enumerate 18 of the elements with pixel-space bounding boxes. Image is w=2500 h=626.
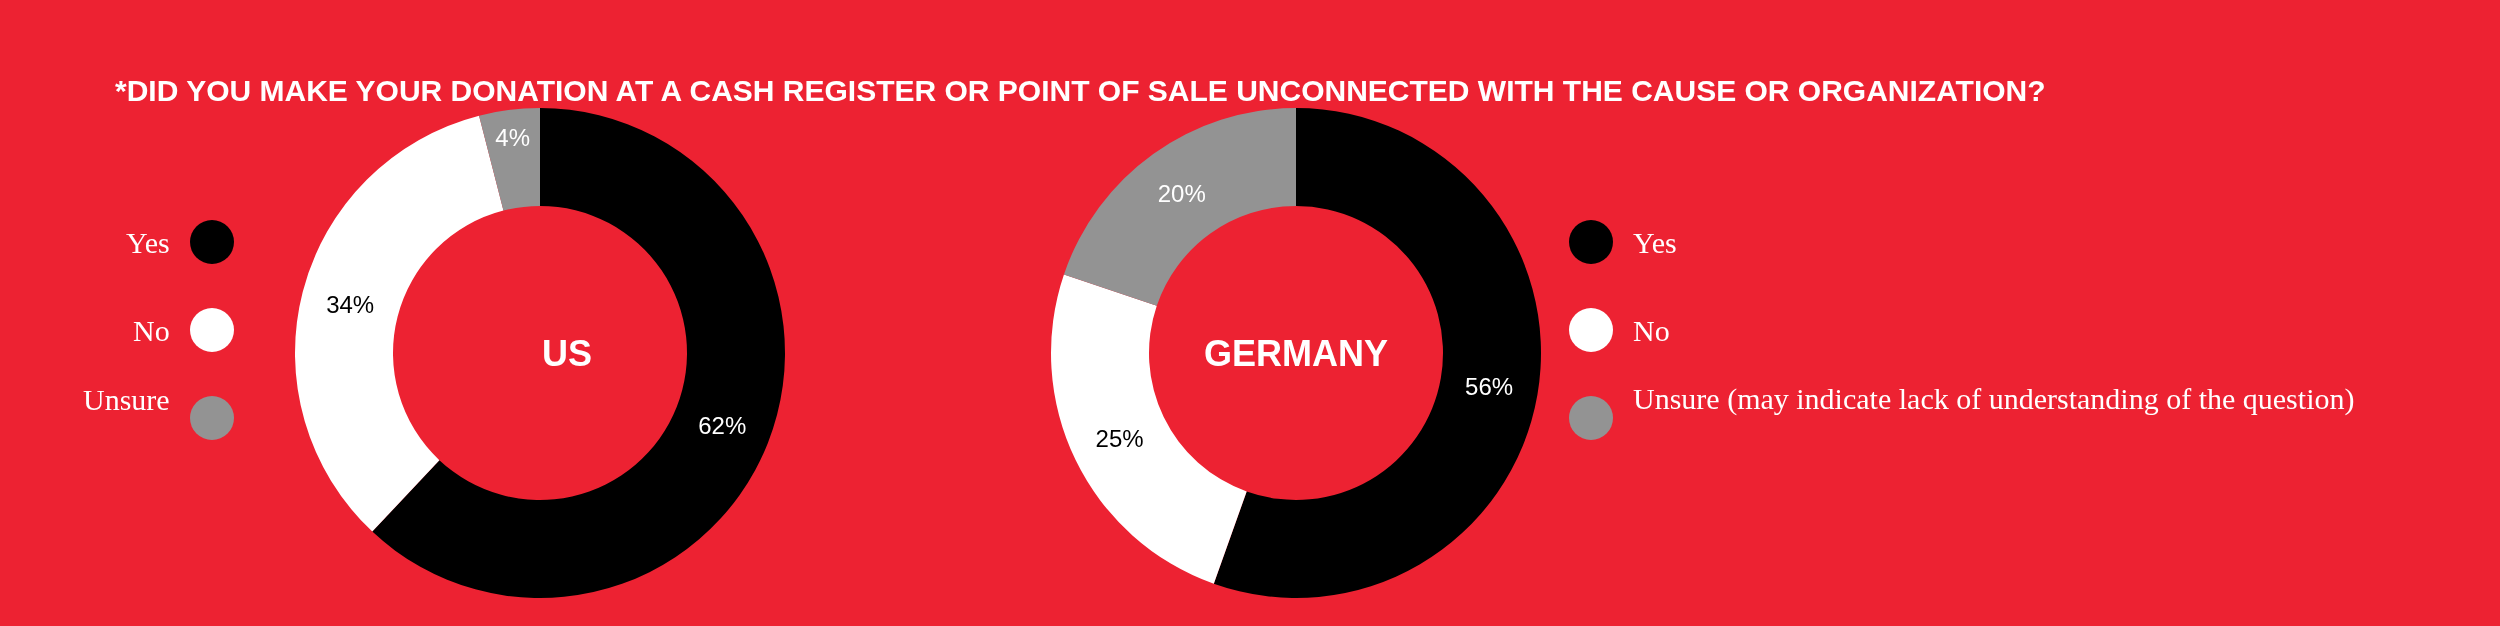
- data-label: 62%: [698, 411, 747, 439]
- text: GERMANY: [1204, 333, 1389, 374]
- legend-label: Unsure (may indicate lack of understanding of the question): [1633, 382, 2355, 416]
- legend-label: No: [133, 314, 170, 347]
- donut-slice: [372, 108, 785, 598]
- text: *DID YOU MAKE YOUR DONATION AT A CASH REGISTER OR POINT OF SALE UNCONNECTED WITH THE CAUSE OR ORGANIZATION?: [115, 74, 2046, 107]
- data-label: 20%: [1157, 180, 1206, 208]
- legend-label: Yes: [1633, 226, 1677, 259]
- data-label: 56%: [1465, 372, 1514, 400]
- data-label: 25%: [1095, 424, 1144, 452]
- data-label: 4%: [495, 123, 531, 151]
- text: US: [542, 333, 593, 374]
- donut-slice: [479, 108, 540, 211]
- legend-label: No: [1633, 314, 1670, 347]
- donut-slice: [1063, 108, 1296, 306]
- legend-label: Unsure: [83, 383, 170, 416]
- legend-label: Yes: [126, 226, 170, 259]
- data-label: 34%: [326, 290, 375, 318]
